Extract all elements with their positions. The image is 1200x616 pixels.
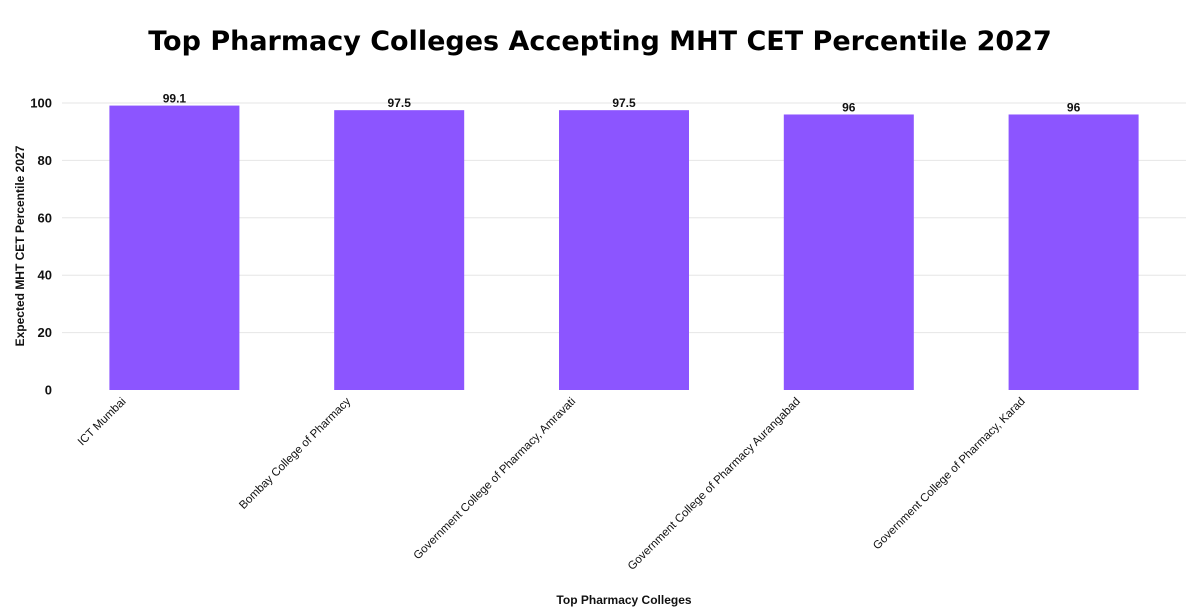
- y-tick-label: 0: [45, 383, 52, 398]
- y-tick-label: 40: [38, 268, 52, 283]
- data-label: 96: [1067, 100, 1081, 114]
- bar: [109, 105, 240, 390]
- data-labels: 99.1 97.5 97.5 96 96: [163, 92, 1081, 115]
- data-label: 97.5: [612, 96, 636, 110]
- x-axis-title: Top Pharmacy Colleges: [556, 593, 691, 607]
- x-tick-label: Government College of Pharmacy Aurangaba…: [626, 396, 803, 573]
- bar: [783, 114, 914, 390]
- y-tick-label: 20: [38, 325, 52, 340]
- x-tick-label: ICT Mumbai: [76, 396, 129, 449]
- x-tick-label: Bombay College of Pharmacy: [237, 395, 353, 511]
- y-tick-label: 100: [30, 96, 52, 111]
- data-label: 99.1: [163, 92, 187, 106]
- bar: [334, 110, 465, 391]
- y-tick-label: 60: [38, 210, 52, 225]
- x-axis-labels: ICT Mumbai Bombay College of Pharmacy Gove…: [76, 395, 1028, 572]
- y-axis-title: Expected MHT CET Percentile 2027: [13, 145, 27, 346]
- bar: [1008, 114, 1139, 390]
- x-tick-label: Government College of Pharmacy, Amravati: [412, 396, 579, 563]
- data-label: 97.5: [388, 96, 412, 110]
- data-label: 96: [842, 100, 856, 114]
- y-axis-ticks: 0 20 40 60 80 100: [30, 96, 52, 398]
- bar: [559, 110, 689, 391]
- chart-title: Top Pharmacy Colleges Accepting MHT CET …: [148, 26, 1052, 57]
- bars: [109, 105, 1139, 391]
- y-tick-label: 80: [38, 153, 52, 168]
- x-tick-label: Government College of Pharmacy, Karad: [871, 396, 1028, 553]
